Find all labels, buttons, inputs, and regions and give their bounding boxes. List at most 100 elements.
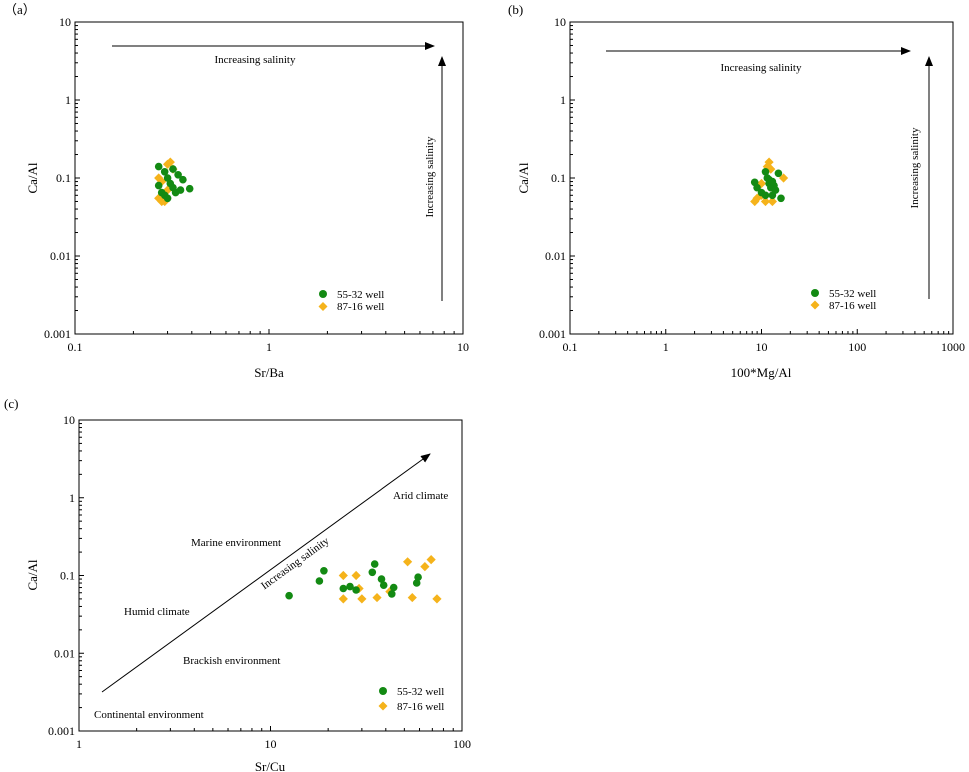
x-tick-label: 1 xyxy=(266,340,272,354)
y-tick-label: 10 xyxy=(554,15,566,29)
x-tick-label: 1 xyxy=(663,340,669,354)
point-87-16-well xyxy=(764,157,774,167)
legend-marker-circle-c xyxy=(379,687,387,695)
point-55-32-well xyxy=(368,568,377,577)
point-55-32-well xyxy=(163,194,172,203)
point-55-32-well xyxy=(389,583,398,592)
point-55-32-well xyxy=(753,183,761,192)
point-55-32-well xyxy=(377,575,386,583)
y-tick-label: 1 xyxy=(560,93,566,107)
point-87-16-well xyxy=(351,570,361,581)
y-tick-label: 10 xyxy=(63,413,75,427)
legend-label-55-32-a: 55-32 well xyxy=(337,289,384,301)
y-tick-label: 0.001 xyxy=(48,724,75,738)
point-87-16-well xyxy=(426,555,436,565)
tick-group-c: 1 10 100 0.001 0.01 0.1 1 10 xyxy=(48,413,471,751)
point-55-32-well xyxy=(179,175,187,184)
legend-b: 55-32 well 87-16 well xyxy=(810,288,876,312)
x-tick-label: 1 xyxy=(76,737,82,751)
point-87-16-well xyxy=(357,594,367,604)
legend-label-55-32-c: 55-32 well xyxy=(397,686,444,698)
x-axis-label-b: 100*Mg/Al xyxy=(731,365,792,380)
points-group-c xyxy=(285,555,442,604)
legend-label-87-16-c: 87-16 well xyxy=(397,701,444,713)
point-87-16-well xyxy=(338,570,348,581)
legend-marker-circle-a xyxy=(319,290,327,298)
point-55-32-well xyxy=(285,591,293,600)
legend-marker-diamond-b xyxy=(810,300,820,310)
y-tick-label: 0.01 xyxy=(50,249,71,263)
legend-marker-diamond-a xyxy=(318,302,328,311)
annotation-continental-environment: Continental environment xyxy=(94,709,204,721)
legend-label-87-16-b: 87-16 well xyxy=(829,300,876,312)
annotation-arid-climate: Arid climate xyxy=(393,490,448,502)
annotation-salinity-vertical-b: Increasing salinity xyxy=(909,127,921,208)
point-55-32-well xyxy=(154,162,163,171)
panel-label-b: (b) xyxy=(508,2,523,17)
point-55-32-well xyxy=(154,181,163,190)
point-55-32-well xyxy=(388,590,396,598)
point-87-16-well xyxy=(778,173,789,183)
y-tick-label: 1 xyxy=(69,491,75,505)
y-axis-label-b: Ca/Al xyxy=(516,162,531,193)
x-tick-label: 0.1 xyxy=(563,340,578,354)
tick-group-b: 0.1 1 10 100 1000 0.001 0.01 0.1 1 10 xyxy=(539,15,965,354)
legend-label-55-32-b: 55-32 well xyxy=(829,288,876,300)
point-55-32-well xyxy=(174,171,182,179)
legend-label-87-16-a: 87-16 well xyxy=(337,301,384,313)
point-87-16-well xyxy=(403,557,413,567)
x-tick-label: 100 xyxy=(453,737,471,751)
point-55-32-well xyxy=(185,184,194,193)
point-55-32-well xyxy=(761,168,770,176)
point-55-32-well xyxy=(768,177,777,186)
plot-frame-a xyxy=(74,21,464,335)
y-tick-label: 0.1 xyxy=(56,171,71,185)
point-87-16-well xyxy=(372,592,382,603)
point-55-32-well xyxy=(761,191,770,200)
annotation-salinity-horizontal-b: Increasing salinity xyxy=(721,62,802,74)
point-55-32-well xyxy=(379,581,388,589)
point-87-16-well xyxy=(432,594,442,604)
x-tick-label: 0.1 xyxy=(68,340,83,354)
point-55-32-well xyxy=(315,577,324,585)
point-55-32-well xyxy=(160,168,169,176)
panel-b: (b) 0.1 1 10 100 1000 0.001 0.01 0.1 1 10 100*Mg/… xyxy=(508,2,965,380)
panel-a: （a） 0.1 1 10 0.001 0.01 0.1 1 10 Sr/Ba Ca/Al In… xyxy=(4,2,469,380)
point-55-32-well xyxy=(774,169,783,178)
y-tick-label: 0.01 xyxy=(545,249,566,263)
y-tick-label: 0.01 xyxy=(54,646,75,660)
point-55-32-well xyxy=(370,560,379,568)
y-axis-label-c: Ca/Al xyxy=(25,559,40,590)
annotation-marine-environment: Marine environment xyxy=(191,537,281,549)
point-87-16-well xyxy=(767,196,778,207)
y-tick-label: 1 xyxy=(65,93,71,107)
y-tick-label: 10 xyxy=(59,15,71,29)
point-87-16-well xyxy=(165,157,175,167)
annotation-salinity-horizontal-a: Increasing salinity xyxy=(215,54,296,66)
point-55-32-well xyxy=(339,584,348,593)
legend-marker-circle-b xyxy=(811,289,819,297)
y-axis-label-a: Ca/Al xyxy=(25,162,40,193)
legend-marker-diamond-c xyxy=(378,701,388,711)
x-axis-label-a: Sr/Ba xyxy=(254,365,284,380)
point-87-16-well xyxy=(420,562,430,572)
panel-label-a: （a） xyxy=(4,2,36,17)
point-87-16-well xyxy=(407,592,417,603)
point-55-32-well xyxy=(771,186,780,194)
salinity-arrow-diagonal-c xyxy=(101,453,431,693)
x-axis-label-c: Sr/Cu xyxy=(255,759,286,772)
point-55-32-well xyxy=(412,579,421,587)
panel-label-c: (c) xyxy=(4,396,18,411)
point-87-16-well xyxy=(338,594,348,604)
y-tick-label: 0.1 xyxy=(551,171,566,185)
point-55-32-well xyxy=(346,582,354,591)
x-tick-label: 1000 xyxy=(941,340,965,354)
y-tick-label: 0.001 xyxy=(44,327,71,341)
x-tick-label: 100 xyxy=(848,340,866,354)
x-tick-label: 10 xyxy=(265,737,277,751)
tick-group-a: 0.1 1 10 0.001 0.01 0.1 1 10 xyxy=(44,15,469,354)
x-tick-label: 10 xyxy=(756,340,768,354)
annotation-salinity-vertical-a: Increasing salinity xyxy=(424,136,436,217)
y-tick-label: 0.1 xyxy=(60,569,75,583)
